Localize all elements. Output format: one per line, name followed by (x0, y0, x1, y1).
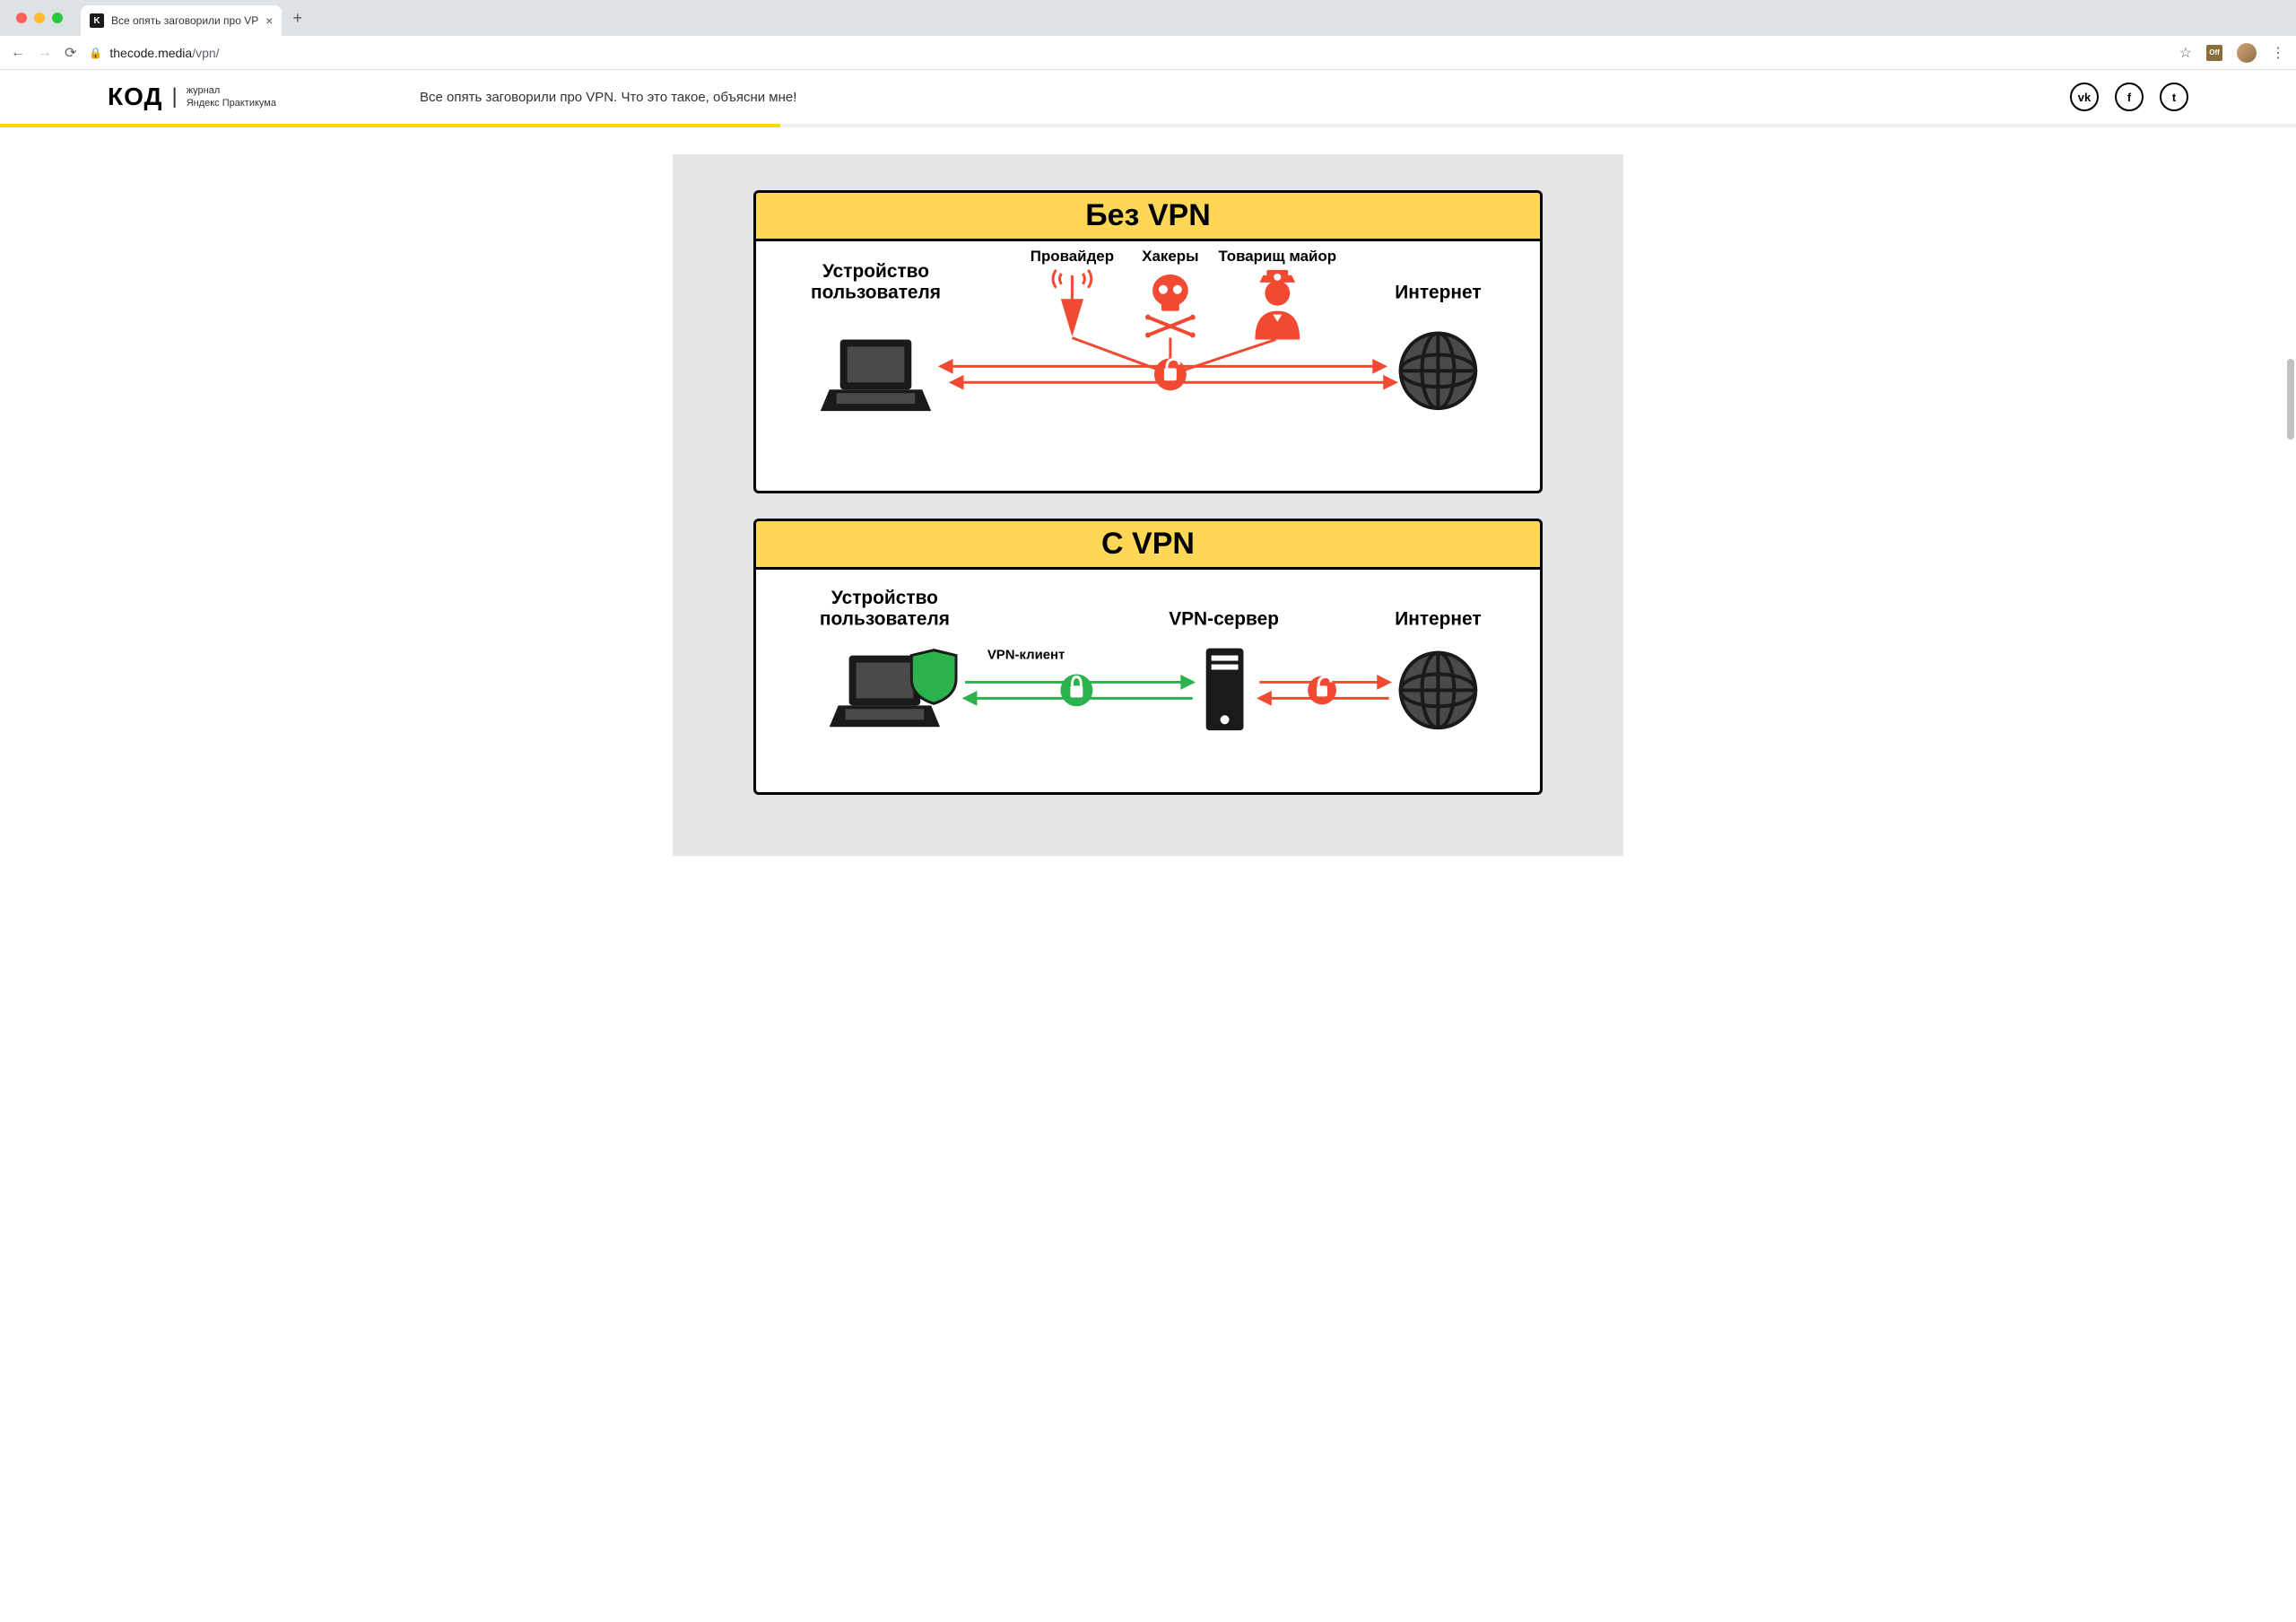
browser-tab[interactable]: K Все опять заговорили про VP × (81, 5, 282, 36)
logo-divider: | (171, 84, 177, 109)
extension-icon[interactable]: Off (2206, 45, 2222, 61)
social-vk-button[interactable]: vk (2070, 83, 2099, 111)
menu-button[interactable]: ⋮ (2271, 44, 2285, 62)
url-input[interactable]: 🔒 thecode.media/vpn/ (89, 46, 2166, 60)
profile-avatar[interactable] (2237, 43, 2257, 63)
tab-title: Все опять заговорили про VP (111, 14, 258, 27)
new-tab-button[interactable]: + (292, 9, 302, 28)
url-path: /vpn/ (192, 46, 219, 60)
site-header: КОД | журнал Яндекс Практикума Все опять… (0, 70, 2296, 124)
globe-icon (1401, 334, 1476, 409)
threat-major-label: Товарищ майор (1219, 250, 1337, 265)
content-area: Без VPN Устройство пользователя Интернет… (0, 127, 2296, 883)
back-button[interactable]: ← (11, 45, 25, 61)
panel2-title: С VPN (756, 521, 1540, 570)
social-t-button[interactable]: t (2160, 83, 2188, 111)
page-title: Все опять заговорили про VPN. Что это та… (420, 90, 796, 105)
maximize-window-button[interactable] (52, 13, 63, 23)
vpn-client-label: VPN-клиент (987, 647, 1065, 662)
skull-icon (1145, 275, 1196, 338)
globe-icon (1401, 652, 1476, 728)
server-icon (1206, 648, 1244, 730)
minimize-window-button[interactable] (34, 13, 45, 23)
social-fb-button[interactable]: f (2115, 83, 2144, 111)
vpn-server-label: VPN-сервер (1169, 609, 1279, 630)
internet-label: Интернет (1395, 283, 1481, 303)
panel-without-vpn: Без VPN Устройство пользователя Интернет… (753, 190, 1543, 493)
site-logo[interactable]: КОД | журнал Яндекс Практикума (108, 83, 276, 111)
toolbar-right: ☆ Off ⋮ (2179, 43, 2285, 63)
device-label: Устройство (831, 588, 938, 608)
shield-icon (911, 650, 956, 703)
threat-provider-label: Провайдер (1031, 250, 1114, 265)
reload-button[interactable]: ⟳ (65, 44, 76, 62)
panel1-title: Без VPN (756, 193, 1540, 241)
tab-close-button[interactable]: × (265, 13, 273, 28)
officer-icon (1255, 270, 1300, 340)
lock-icon: 🔒 (89, 47, 102, 59)
close-window-button[interactable] (16, 13, 27, 23)
url-host: thecode.media (109, 46, 192, 60)
svg-text:пользователя: пользователя (811, 283, 941, 303)
open-lock-icon (1154, 358, 1187, 390)
diagram-with-vpn: Устройство пользователя VPN-сервер Интер… (778, 579, 1518, 766)
antenna-icon (1053, 270, 1091, 336)
open-lock-icon (1308, 676, 1336, 704)
internet-label: Интернет (1395, 609, 1481, 630)
diagram-without-vpn: Устройство пользователя Интернет Провайд… (778, 250, 1518, 465)
window-controls (16, 13, 63, 23)
closed-lock-icon (1060, 674, 1092, 706)
logo-subtitle: журнал Яндекс Практикума (187, 84, 276, 110)
logo-text: КОД (108, 83, 162, 111)
browser-chrome: K Все опять заговорили про VP × + ← → ⟳ … (0, 0, 2296, 70)
favicon-icon: K (90, 13, 104, 28)
scrollbar-thumb[interactable] (2287, 359, 2294, 440)
vpn-infographic: Без VPN Устройство пользователя Интернет… (673, 154, 1623, 856)
address-bar: ← → ⟳ 🔒 thecode.media/vpn/ ☆ Off ⋮ (0, 36, 2296, 70)
laptop-icon (821, 340, 931, 412)
social-links: vk f t (2070, 83, 2188, 111)
panel-with-vpn: С VPN Устройство пользователя VPN-сервер… (753, 519, 1543, 795)
svg-text:пользователя: пользователя (820, 609, 950, 630)
forward-button[interactable]: → (38, 45, 52, 61)
bookmark-button[interactable]: ☆ (2179, 44, 2192, 62)
device-label: Устройство (822, 261, 929, 282)
tab-bar: K Все опять заговорили про VP × + (0, 0, 2296, 36)
threat-hackers-label: Хакеры (1142, 250, 1198, 265)
